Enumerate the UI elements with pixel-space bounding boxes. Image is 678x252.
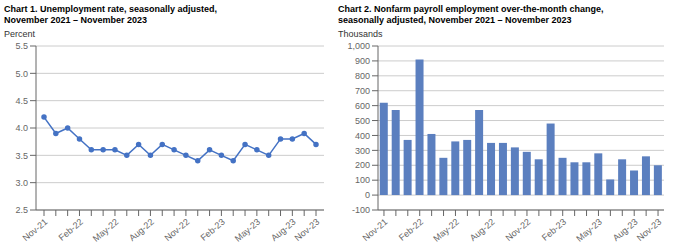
svg-text:Aug-22: Aug-22 bbox=[127, 217, 156, 243]
svg-text:Nov-23: Nov-23 bbox=[635, 217, 664, 243]
svg-text:Nov-22: Nov-22 bbox=[163, 217, 192, 243]
svg-text:3.5: 3.5 bbox=[15, 151, 28, 161]
svg-text:5.0: 5.0 bbox=[15, 69, 28, 79]
svg-text:Aug-23: Aug-23 bbox=[611, 217, 640, 243]
svg-text:400: 400 bbox=[355, 131, 370, 141]
svg-text:2.5: 2.5 bbox=[15, 205, 28, 215]
svg-text:500: 500 bbox=[355, 116, 370, 126]
svg-text:Nov-23: Nov-23 bbox=[293, 217, 322, 243]
svg-text:3.0: 3.0 bbox=[15, 178, 28, 188]
html-text:seasonally adjusted, November: seasonally adjusted, November 2021 – Nov… bbox=[338, 15, 572, 25]
html-text:Chart 2. Nonfarm payroll emplo: Chart 2. Nonfarm payroll employment over… bbox=[338, 4, 604, 14]
svg-text:600: 600 bbox=[355, 101, 370, 111]
svg-text:Feb-22: Feb-22 bbox=[57, 217, 85, 243]
svg-text:Feb-23: Feb-23 bbox=[199, 217, 227, 243]
svg-text:4.0: 4.0 bbox=[15, 123, 28, 133]
html-text:Chart 1. Unemployment rate, se: Chart 1. Unemployment rate, seasonally a… bbox=[4, 4, 218, 14]
html-text:Percent: Percent bbox=[4, 29, 35, 39]
svg-text:Feb-22: Feb-22 bbox=[397, 217, 425, 243]
svg-text:-100: -100 bbox=[352, 205, 370, 215]
html-text:November 2021 – November 2023: November 2021 – November 2023 bbox=[4, 15, 148, 25]
svg-text:800: 800 bbox=[355, 71, 370, 81]
svg-text:Nov-21: Nov-21 bbox=[361, 217, 390, 243]
svg-text:700: 700 bbox=[355, 86, 370, 96]
svg-text:4.5: 4.5 bbox=[15, 96, 28, 106]
svg-text:900: 900 bbox=[355, 56, 370, 66]
svg-text:Feb-23: Feb-23 bbox=[540, 217, 568, 243]
svg-text:5.5: 5.5 bbox=[15, 41, 28, 51]
svg-text:100: 100 bbox=[355, 175, 370, 185]
svg-text:May-22: May-22 bbox=[431, 217, 460, 244]
svg-text:May-23: May-23 bbox=[233, 217, 262, 244]
html-text:Thousands: Thousands bbox=[338, 29, 383, 39]
svg-text:200: 200 bbox=[355, 160, 370, 170]
svg-text:May-22: May-22 bbox=[91, 217, 120, 244]
svg-text:0: 0 bbox=[365, 190, 370, 200]
svg-text:300: 300 bbox=[355, 146, 370, 156]
svg-text:Aug-22: Aug-22 bbox=[468, 217, 497, 243]
svg-text:May-23: May-23 bbox=[574, 217, 603, 244]
svg-text:Aug-23: Aug-23 bbox=[269, 217, 298, 243]
svg-text:1,000: 1,000 bbox=[347, 41, 370, 51]
svg-text:Nov-21: Nov-21 bbox=[21, 217, 50, 243]
svg-text:Nov-22: Nov-22 bbox=[504, 217, 533, 243]
